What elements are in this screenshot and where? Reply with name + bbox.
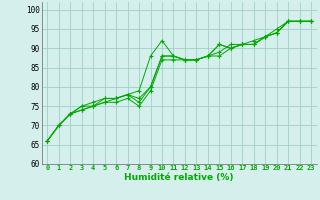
X-axis label: Humidité relative (%): Humidité relative (%) (124, 173, 234, 182)
